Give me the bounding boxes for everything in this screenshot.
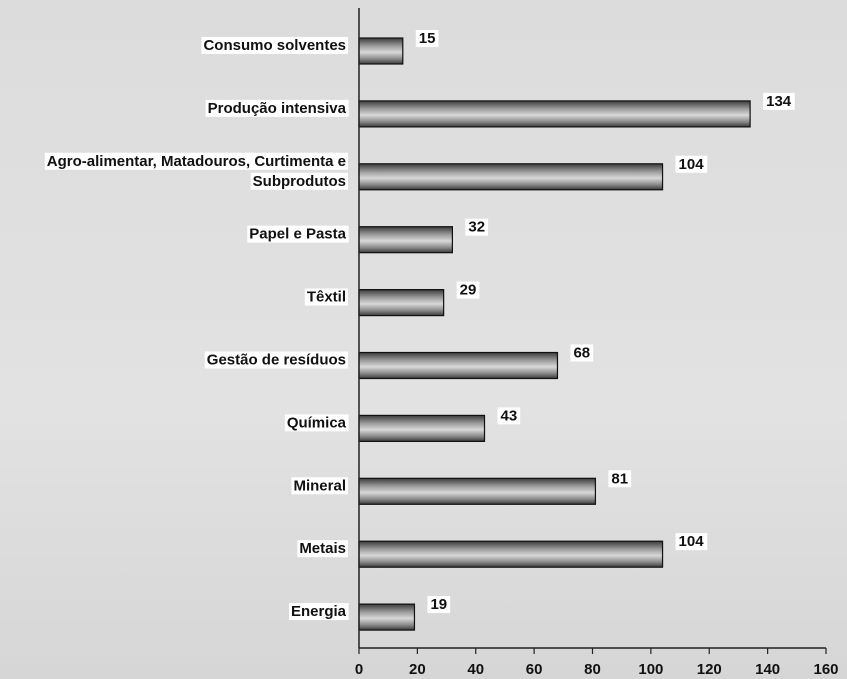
category-label: Energia (291, 603, 347, 620)
category-label: Agro-alimentar, Matadouros, Curtimenta e (47, 153, 346, 170)
bar (358, 100, 751, 128)
category-label: Química (287, 414, 347, 431)
value-label-box (570, 344, 594, 362)
x-tick-label: 140 (755, 661, 780, 678)
category-label-box (304, 288, 348, 306)
category-label: Gestão de resíduos (207, 351, 346, 368)
value-label-box (675, 155, 708, 173)
bar (358, 226, 454, 254)
category-label-box (247, 225, 349, 243)
category-label-group: Têxtil (304, 288, 348, 306)
value-label-box (763, 92, 795, 110)
bar (358, 477, 597, 505)
value-label: 134 (766, 93, 792, 110)
category-label-group: Agro-alimentar, Matadouros, Curtimenta e… (44, 152, 348, 190)
category-label-box (44, 152, 348, 170)
value-label: 29 (460, 282, 477, 299)
value-label: 32 (468, 219, 485, 236)
category-label-group: Papel e Pasta (247, 225, 349, 243)
category-label-box (250, 172, 348, 190)
x-tick-label: 0 (355, 661, 363, 678)
value-label: 43 (501, 407, 518, 424)
category-label-group: Consumo solventes (201, 36, 348, 54)
category-label: Mineral (293, 477, 346, 494)
category-label-box (284, 414, 349, 432)
category-label: Subprodutos (253, 173, 346, 190)
value-label: 104 (679, 533, 705, 550)
category-label: Produção intensiva (208, 100, 347, 117)
category-label-box (297, 540, 348, 558)
category-label-box (288, 603, 349, 621)
value-label-box (497, 407, 521, 425)
bar (358, 540, 664, 568)
value-label: 19 (430, 596, 447, 613)
category-label: Consumo solventes (203, 37, 346, 54)
value-label-box (675, 533, 708, 551)
value-label: 15 (419, 30, 436, 47)
category-label-group: Mineral (291, 477, 348, 495)
value-label-box (415, 29, 439, 47)
x-tick-label: 120 (697, 661, 722, 678)
labels-layer: Consumo solventes 15 Produção intensiva 134… (44, 29, 795, 621)
category-label-box (291, 477, 348, 495)
category-label: Metais (299, 540, 346, 557)
bar (358, 351, 559, 380)
bar (358, 163, 664, 191)
category-label-group: Metais (297, 540, 348, 558)
x-tick-label: 40 (467, 661, 484, 678)
x-tick-label: 80 (584, 661, 601, 678)
category-label-group: Gestão de resíduos (204, 351, 348, 369)
x-tick-label: 20 (409, 661, 426, 678)
value-label-box (456, 281, 480, 299)
x-tick-label: 60 (526, 661, 543, 678)
category-label: Papel e Pasta (249, 226, 346, 243)
category-label: Têxtil (307, 289, 346, 306)
value-label-box (608, 470, 632, 488)
value-label: 68 (573, 344, 590, 361)
value-label: 104 (679, 156, 705, 173)
bars-layer (358, 37, 751, 631)
category-label-group: Química (284, 414, 349, 432)
value-label-box (465, 218, 489, 236)
x-tick-label: 100 (638, 661, 663, 678)
category-label-group: Energia (288, 603, 349, 621)
category-label-group: Produção intensiva (205, 99, 349, 117)
value-label: 81 (611, 470, 628, 487)
bar (358, 414, 486, 442)
category-label-box (201, 36, 348, 54)
bar (358, 603, 416, 631)
category-label-box (204, 351, 348, 369)
axis-layer: 0 20 40 60 80 100 120 140 160 (355, 8, 839, 678)
bar (358, 37, 404, 65)
value-label-box (427, 596, 451, 614)
x-tick-label: 160 (813, 661, 838, 678)
bar (358, 289, 445, 317)
category-label-box (205, 99, 349, 117)
